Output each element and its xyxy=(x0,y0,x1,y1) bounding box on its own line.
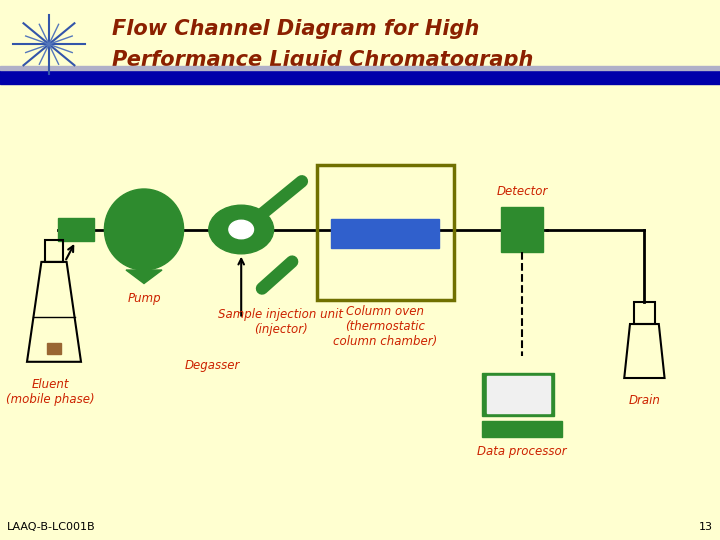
Text: Data processor: Data processor xyxy=(477,446,567,458)
Bar xyxy=(317,165,454,300)
Text: Degasser: Degasser xyxy=(185,359,240,372)
Bar xyxy=(634,302,655,324)
Text: Eluent
(mobile phase): Eluent (mobile phase) xyxy=(6,378,95,406)
Text: Column: Column xyxy=(360,227,410,240)
Polygon shape xyxy=(126,270,162,284)
Bar xyxy=(58,218,94,241)
Text: Sample injection unit
(injector): Sample injection unit (injector) xyxy=(218,308,343,336)
Circle shape xyxy=(209,205,274,254)
Text: 13: 13 xyxy=(699,522,713,532)
Text: Flow Channel Diagram for High: Flow Channel Diagram for High xyxy=(112,19,479,39)
Text: LAAQ-B-LC001B: LAAQ-B-LC001B xyxy=(7,522,96,532)
Text: Pump: Pump xyxy=(127,292,161,305)
Bar xyxy=(47,343,61,354)
Text: Performance Liquid Chromatograph: Performance Liquid Chromatograph xyxy=(112,50,533,70)
Bar xyxy=(0,66,720,70)
Circle shape xyxy=(229,220,253,239)
Bar xyxy=(501,206,543,252)
Text: Column oven
(thermostatic
column chamber): Column oven (thermostatic column chamber… xyxy=(333,305,437,348)
Bar xyxy=(0,70,720,84)
Bar xyxy=(482,421,562,437)
Ellipse shape xyxy=(104,189,184,270)
Text: Detector: Detector xyxy=(496,185,548,199)
Bar xyxy=(45,240,63,262)
Bar xyxy=(487,376,550,413)
Text: Drain: Drain xyxy=(629,394,660,407)
Bar xyxy=(482,373,554,416)
Bar xyxy=(331,219,439,248)
